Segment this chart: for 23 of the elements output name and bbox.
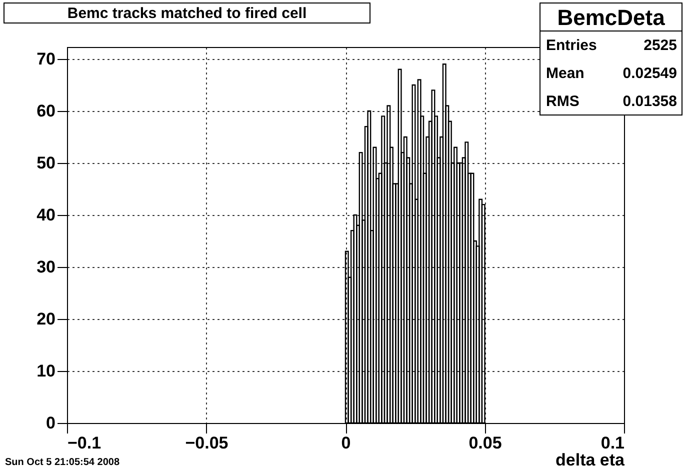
x-tick-label: 0: [341, 434, 351, 452]
y-tick-label: 40: [36, 205, 56, 224]
annotation: Mean: [546, 65, 584, 82]
annotation: RMS: [546, 93, 580, 110]
x-tick-label: −0.05: [185, 434, 228, 452]
y-tick-label: 10: [36, 361, 56, 380]
x-tick-label: 0.05: [468, 434, 502, 452]
annotation: Entries: [546, 37, 597, 54]
x-axis-title: delta eta: [556, 450, 626, 470]
annotation: 0.02549: [622, 65, 677, 82]
annotation: 0.01358: [622, 93, 677, 110]
y-tick-label: 60: [36, 101, 56, 120]
text: 2525: [644, 37, 677, 54]
y-tick-label: 30: [36, 257, 56, 276]
y-tick-label: 20: [36, 309, 56, 328]
x-tick-label: 0.1: [600, 434, 624, 452]
y-tick-label: 70: [36, 49, 56, 68]
chart-title: Bemc tracks matched to fired cell: [67, 5, 307, 22]
text: Sun Oct 5 21:05:54 2008: [5, 457, 120, 468]
y-tick-label: 0: [46, 414, 56, 432]
x-tick-label: −0.1: [68, 434, 102, 452]
text: BemcDeta: [557, 5, 666, 30]
y-tick-label: 50: [36, 153, 56, 172]
